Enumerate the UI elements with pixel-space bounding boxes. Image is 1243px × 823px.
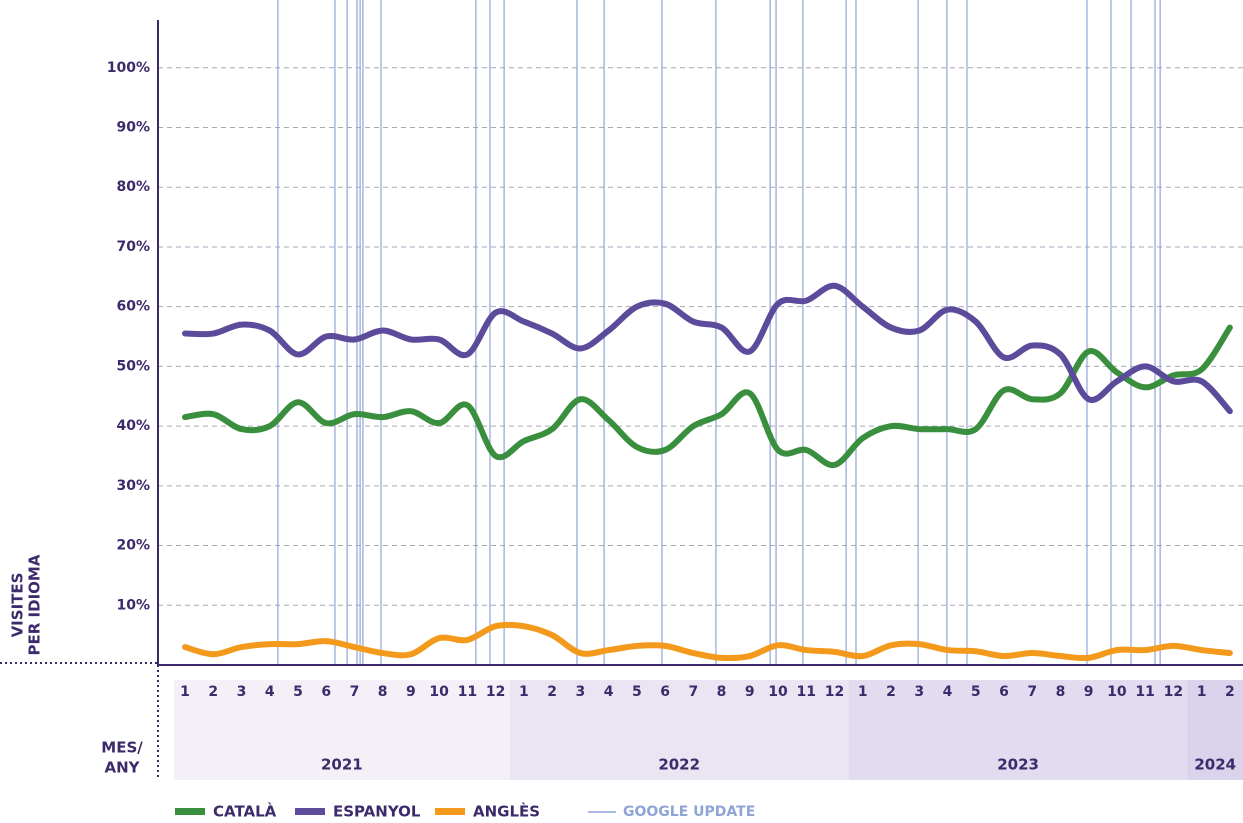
x-tick-label: 9 bbox=[745, 684, 755, 700]
series-line bbox=[182, 621, 1233, 662]
x-tick-label: 7 bbox=[1027, 684, 1037, 700]
x-tick-label: 6 bbox=[999, 684, 1009, 700]
x-tick-label: 5 bbox=[632, 684, 642, 700]
x-tick-label: 6 bbox=[321, 684, 331, 700]
x-tick-label: 11 bbox=[797, 684, 816, 700]
y-tick-label: 20% bbox=[116, 538, 150, 554]
year-band bbox=[848, 680, 1188, 780]
legend-swatch bbox=[435, 808, 465, 815]
x-tick-label: 4 bbox=[943, 684, 953, 700]
y-tick-label: 90% bbox=[116, 120, 150, 136]
year-band bbox=[1187, 680, 1243, 780]
y-tick-label: 40% bbox=[116, 418, 150, 434]
x-tick-label: 1 bbox=[858, 684, 868, 700]
legend-label: GOOGLE UPDATE bbox=[623, 804, 755, 820]
x-tick-label: 10 bbox=[768, 684, 788, 700]
y-tick-label: 50% bbox=[116, 358, 150, 374]
x-tick-label: 8 bbox=[378, 684, 388, 700]
series-line bbox=[182, 282, 1233, 415]
x-tick-label: 10 bbox=[1107, 684, 1127, 700]
legend-label: ESPANYOL bbox=[333, 803, 421, 821]
x-tick-label: 2 bbox=[208, 684, 218, 700]
year-label: 2024 bbox=[1194, 756, 1236, 774]
legend-swatch bbox=[295, 808, 325, 815]
x-tick-label: 2 bbox=[1225, 684, 1235, 700]
x-tick-label: 5 bbox=[971, 684, 981, 700]
y-axis-label: VISITES bbox=[9, 573, 27, 638]
y-tick-label: 30% bbox=[116, 478, 150, 494]
x-axis-label: ANY bbox=[104, 759, 140, 777]
x-tick-label: 3 bbox=[914, 684, 924, 700]
year-label: 2023 bbox=[997, 756, 1039, 774]
x-tick-label: 12 bbox=[486, 684, 505, 700]
year-label: 2022 bbox=[658, 756, 700, 774]
x-tick-label: 6 bbox=[660, 684, 670, 700]
x-tick-label: 2 bbox=[886, 684, 896, 700]
series-line bbox=[182, 324, 1233, 468]
y-tick-label: 70% bbox=[116, 239, 150, 255]
y-tick-label: 80% bbox=[116, 179, 150, 195]
x-tick-label: 12 bbox=[825, 684, 844, 700]
year-band bbox=[174, 680, 510, 780]
x-tick-label: 2 bbox=[547, 684, 557, 700]
y-tick-label: 10% bbox=[116, 597, 150, 613]
x-tick-label: 3 bbox=[575, 684, 585, 700]
y-axis-label: PER IDIOMA bbox=[26, 554, 44, 655]
x-tick-label: 11 bbox=[458, 684, 477, 700]
x-tick-label: 7 bbox=[350, 684, 360, 700]
x-tick-label: 5 bbox=[293, 684, 303, 700]
x-tick-label: 10 bbox=[429, 684, 449, 700]
x-tick-label: 8 bbox=[717, 684, 727, 700]
x-tick-label: 1 bbox=[519, 684, 529, 700]
x-tick-label: 1 bbox=[1197, 684, 1207, 700]
x-tick-label: 4 bbox=[265, 684, 275, 700]
legend-label: CATALÀ bbox=[213, 802, 277, 821]
legend-label: ANGLÈS bbox=[473, 802, 540, 821]
x-tick-label: 11 bbox=[1135, 684, 1154, 700]
legend-swatch bbox=[175, 808, 205, 815]
y-tick-label: 60% bbox=[116, 299, 150, 315]
y-tick-label: 100% bbox=[107, 60, 150, 76]
x-tick-label: 9 bbox=[1084, 684, 1094, 700]
x-tick-label: 8 bbox=[1056, 684, 1066, 700]
x-tick-label: 4 bbox=[604, 684, 614, 700]
year-band bbox=[509, 680, 849, 780]
x-tick-label: 1 bbox=[180, 684, 190, 700]
x-tick-label: 3 bbox=[237, 684, 247, 700]
x-tick-label: 12 bbox=[1164, 684, 1183, 700]
year-label: 2021 bbox=[321, 756, 363, 774]
x-tick-label: 9 bbox=[406, 684, 416, 700]
x-axis-label: MES/ bbox=[101, 739, 143, 757]
x-tick-label: 7 bbox=[688, 684, 698, 700]
